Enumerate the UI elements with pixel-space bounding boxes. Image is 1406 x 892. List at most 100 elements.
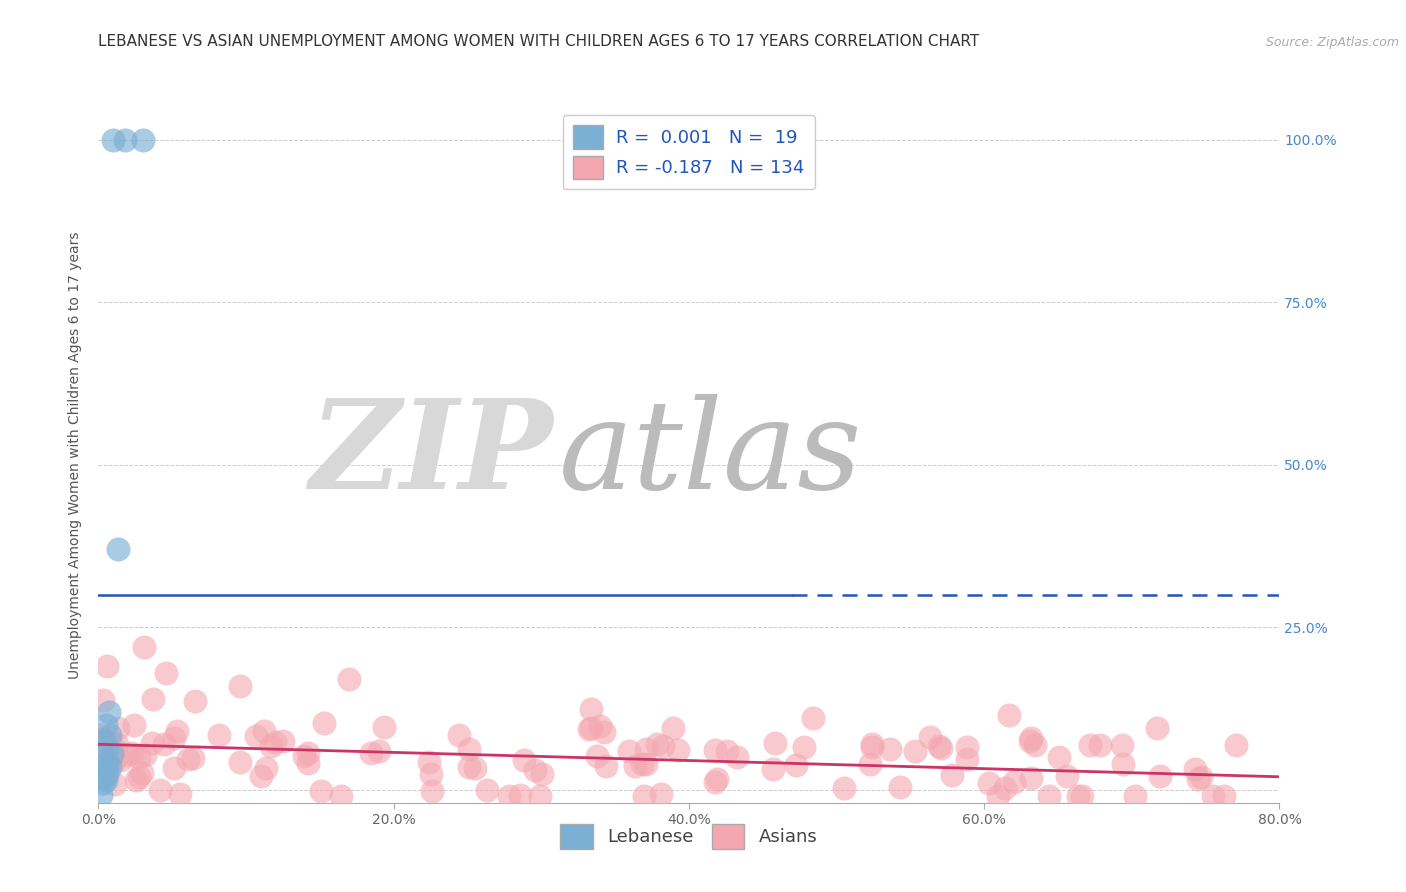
Point [96, 756, 118, 771]
Point [801, 711, 824, 725]
Point [623, 758, 645, 772]
Point [457, 759, 479, 773]
Point [1123, 789, 1146, 804]
Point [650, 787, 672, 801]
Point [1187, 772, 1209, 787]
Point [464, 761, 486, 775]
Point [149, 782, 172, 797]
Point [103, 754, 125, 768]
Point [1149, 769, 1171, 783]
Point [645, 738, 668, 752]
Point [177, 751, 200, 765]
Point [1225, 738, 1247, 752]
Point [312, 715, 335, 730]
Point [1088, 739, 1111, 753]
Point [977, 775, 1000, 789]
Point [793, 740, 815, 755]
Point [955, 740, 977, 755]
Point [666, 743, 689, 757]
Point [588, 719, 610, 733]
Point [297, 746, 319, 760]
Point [94, 718, 117, 732]
Point [132, 640, 155, 654]
Point [998, 707, 1021, 722]
Point [254, 761, 277, 775]
Point [918, 731, 941, 745]
Point [904, 744, 927, 758]
Point [253, 724, 276, 739]
Point [104, 777, 127, 791]
Point [163, 760, 186, 774]
Point [93, 734, 115, 748]
Point [578, 722, 600, 736]
Point [98, 727, 121, 741]
Point [1111, 738, 1133, 752]
Point [1019, 772, 1042, 786]
Point [94, 772, 117, 787]
Point [509, 789, 531, 803]
Point [96, 766, 118, 780]
Point [122, 718, 145, 732]
Point [141, 736, 163, 750]
Point [1071, 789, 1094, 804]
Point [595, 759, 617, 773]
Point [132, 132, 155, 146]
Point [523, 763, 546, 777]
Point [229, 755, 252, 769]
Point [373, 720, 395, 734]
Point [593, 725, 616, 739]
Point [449, 728, 471, 742]
Point [661, 721, 683, 735]
Point [725, 749, 748, 764]
Point [987, 789, 1010, 804]
Point [1019, 731, 1042, 746]
Point [114, 132, 136, 146]
Point [651, 739, 673, 754]
Text: ZIP: ZIP [309, 394, 553, 516]
Point [229, 679, 252, 693]
Point [271, 734, 294, 748]
Text: LEBANESE VS ASIAN UNEMPLOYMENT AMONG WOMEN WITH CHILDREN AGES 6 TO 17 YEARS CORR: LEBANESE VS ASIAN UNEMPLOYMENT AMONG WOM… [98, 34, 980, 49]
Point [1213, 789, 1236, 804]
Point [183, 694, 205, 708]
Point [152, 737, 174, 751]
Point [208, 728, 231, 742]
Point [134, 747, 156, 762]
Point [142, 691, 165, 706]
Point [91, 770, 114, 784]
Point [245, 729, 267, 743]
Point [360, 746, 382, 760]
Point [928, 739, 950, 753]
Point [249, 769, 271, 783]
Point [329, 789, 352, 804]
Point [763, 736, 786, 750]
Point [529, 789, 551, 804]
Point [297, 756, 319, 771]
Point [131, 766, 153, 780]
Point [636, 741, 658, 756]
Point [704, 743, 727, 757]
Point [1067, 789, 1090, 804]
Point [260, 739, 283, 753]
Point [124, 772, 146, 787]
Point [128, 771, 150, 785]
Point [101, 739, 124, 754]
Point [785, 758, 807, 772]
Point [169, 787, 191, 801]
Point [619, 744, 641, 758]
Point [956, 752, 979, 766]
Point [579, 702, 602, 716]
Point [630, 756, 652, 771]
Point [879, 741, 901, 756]
Point [498, 789, 520, 804]
Point [420, 783, 443, 797]
Point [110, 753, 132, 767]
Point [994, 780, 1017, 795]
Point [1189, 770, 1212, 784]
Point [107, 542, 129, 557]
Point [89, 728, 111, 742]
Point [703, 774, 725, 789]
Point [367, 744, 389, 758]
Y-axis label: Unemployment Among Women with Children Ages 6 to 17 years: Unemployment Among Women with Children A… [69, 231, 83, 679]
Point [1202, 789, 1225, 804]
